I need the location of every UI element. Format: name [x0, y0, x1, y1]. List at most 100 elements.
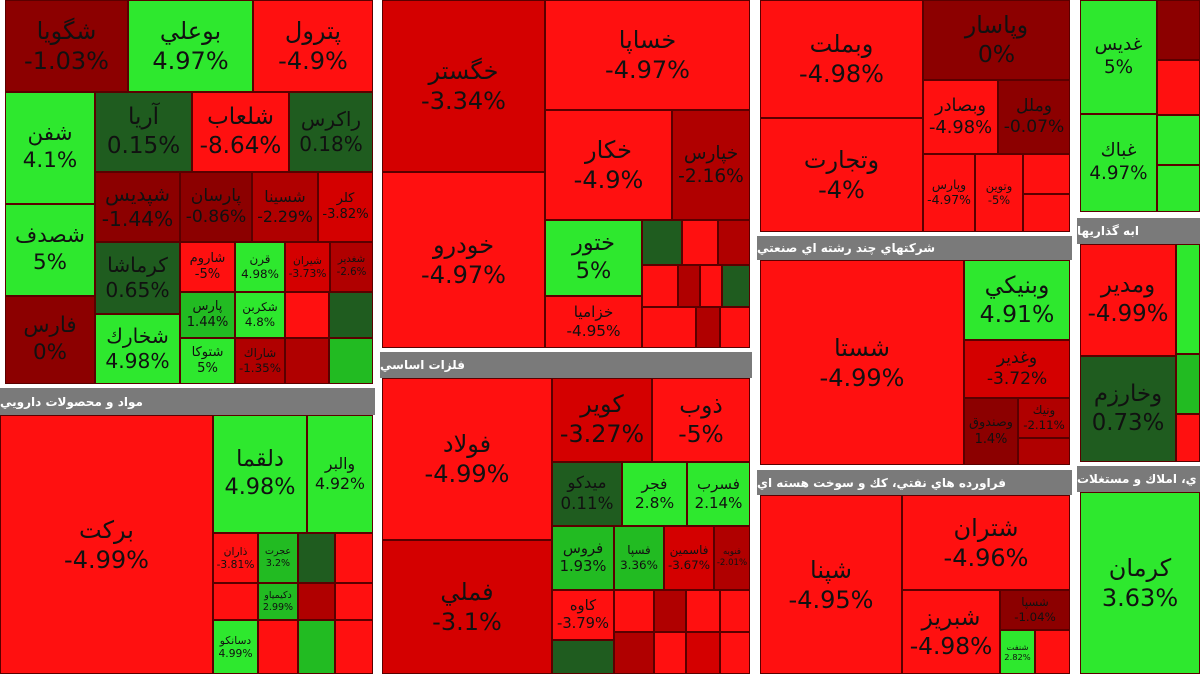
tile-label: وخارزم [1093, 381, 1163, 408]
tile-label: كوير [580, 390, 624, 419]
tile: فاسمين -3.67% [664, 526, 714, 590]
tile: وبصادر -4.98% [923, 80, 998, 154]
tile [298, 583, 335, 620]
tile: خگستر -3.34% [382, 0, 545, 172]
tile: پارسان -0.86% [180, 172, 252, 242]
tile-label: فجر [641, 474, 668, 493]
tile-change: -2.11% [1023, 418, 1065, 432]
tile-change: -3.1% [432, 608, 502, 636]
tile: خودرو -4.97% [382, 172, 545, 348]
tile-change: 1.4% [974, 431, 1008, 447]
tile [285, 338, 329, 384]
tile [552, 640, 614, 674]
tile [654, 590, 686, 632]
tile: شغدير -2.6% [330, 242, 373, 292]
tile-change: 2.8% [634, 494, 675, 512]
tile-label: شيران [293, 253, 322, 267]
tile: شاراك -1.35% [235, 338, 285, 384]
tile-label: وپاسار [964, 10, 1029, 39]
tile-label: شتوكا [191, 344, 224, 360]
tile-change: -5% [194, 267, 221, 282]
tile: وتوين -5% [975, 154, 1023, 232]
tile [258, 620, 298, 674]
tile: شپديس -1.44% [95, 172, 180, 242]
section-title: ابه گذاريها [1077, 224, 1139, 238]
tile-label: پارسان [190, 185, 242, 206]
tile-change: 4.98% [224, 474, 296, 500]
tile-label: راكرس [300, 107, 362, 131]
tile-label: شپديس [104, 181, 171, 206]
tile-label: ذوب [679, 390, 723, 419]
tile-label: شخارك [106, 323, 169, 348]
tile-label: خساپا [618, 26, 677, 54]
tile: خساپا -4.97% [545, 0, 750, 110]
tile: پترول -4.9% [253, 0, 373, 92]
tile-label: شصدف [15, 223, 85, 249]
tile-change: 2.99% [262, 601, 294, 613]
tile: وملل -0.07% [998, 80, 1070, 154]
tile-label: فنوبه [722, 547, 742, 558]
section-header: ابه گذاريها [1077, 218, 1200, 244]
tile: وپاسار 0% [923, 0, 1070, 80]
tile: فارس 0% [5, 296, 95, 384]
tile-change: -4.99% [424, 460, 510, 488]
tile [1176, 244, 1200, 354]
tile-label: وبملت [809, 30, 874, 58]
tile-change: -3.72% [986, 369, 1048, 389]
tile: شسينا -2.29% [252, 172, 318, 242]
tile-label: فسپا [627, 543, 651, 558]
tile [722, 265, 750, 307]
tile-label: ومدير [1100, 272, 1156, 299]
tile [678, 265, 700, 307]
tile-change: 1.93% [559, 558, 607, 575]
tile-label: شنفت [1006, 641, 1029, 652]
tile-change: -1.04% [1014, 610, 1056, 624]
tile-label: شغدير [337, 254, 366, 266]
tile-change: 2.82% [1004, 652, 1031, 662]
tile: والبر 4.92% [307, 415, 373, 533]
tile: كرمان 3.63% [1080, 492, 1200, 674]
tile-change: -2.16% [678, 166, 744, 187]
tile-label: دلقما [236, 446, 284, 473]
tile-change: 4.98% [105, 349, 170, 373]
tile-label: شبريز [921, 602, 981, 631]
tile-label: فارس [23, 313, 77, 339]
section-title: فلزات اساسي [380, 358, 465, 372]
tile-change: 5% [1103, 57, 1134, 78]
tile-change: 4.97% [1089, 163, 1148, 184]
tile-label: وبنيكي [984, 270, 1050, 299]
tile-change: -3.67% [667, 558, 711, 572]
tile-change: 4.8% [244, 315, 276, 329]
tile-change: -0.86% [185, 207, 247, 227]
tile-label: وغدير [996, 347, 1038, 368]
tile-label: شسپا [1021, 595, 1049, 610]
tile-label: پارس [192, 298, 223, 314]
tile-label: دسانكو [219, 633, 252, 647]
section-header: ي، املاك و مستغلات [1077, 466, 1200, 492]
tile-label: فروس [562, 539, 604, 557]
tile-label: بركت [79, 515, 134, 544]
tile-change: 0.15% [106, 133, 181, 159]
tile [1176, 354, 1200, 414]
tile [1023, 194, 1070, 232]
tile-label: وتجارت [803, 146, 880, 174]
tile: شلعاب -8.64% [192, 92, 289, 172]
tile-label: بوعلي [159, 17, 222, 45]
tile: كوير -3.27% [552, 378, 652, 462]
tile: كلر -3.82% [318, 172, 373, 242]
tile-label: شپنا [810, 555, 852, 584]
tile [614, 632, 654, 674]
tile: دسانكو 4.99% [213, 620, 258, 674]
tile [654, 632, 686, 674]
tile [700, 265, 722, 307]
tile-label: ذاران [223, 544, 248, 558]
tile-label: غديس [1094, 34, 1143, 56]
tile [285, 292, 329, 338]
tile: بوعلي 4.97% [128, 0, 253, 92]
tile: شسپا -1.04% [1000, 590, 1070, 630]
tile-change: 5% [197, 361, 218, 376]
tile-change: -4.97% [605, 56, 690, 84]
tile [682, 220, 718, 265]
tile-change: 1.44% [186, 315, 229, 330]
